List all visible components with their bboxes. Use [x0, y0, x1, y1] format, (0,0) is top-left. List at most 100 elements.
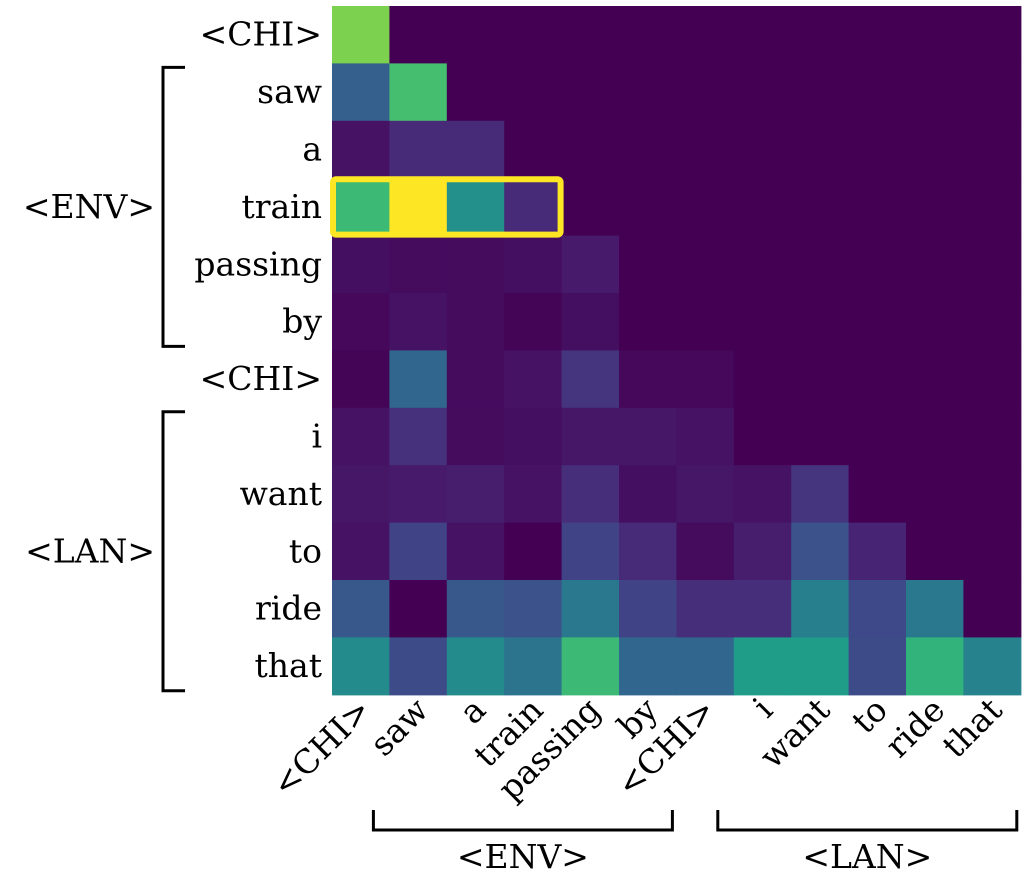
heatmap-cell [733, 580, 792, 638]
heatmap-cell [389, 580, 448, 638]
heatmap-cell [504, 522, 563, 581]
heatmap-cell [676, 178, 735, 237]
heatmap-cell [561, 580, 620, 638]
heatmap-cell [676, 63, 735, 122]
heatmap-cell [619, 350, 677, 409]
heatmap-cell [504, 178, 563, 237]
heatmap-cell [963, 580, 1022, 638]
heatmap-cell [446, 293, 505, 351]
heatmap-cell [676, 522, 735, 581]
row-label: saw [257, 72, 322, 111]
heatmap-cell [676, 293, 735, 351]
heatmap-cell [848, 293, 907, 351]
heatmap-cell [446, 637, 505, 696]
heatmap-cell [906, 407, 964, 466]
heatmap-cell [619, 120, 677, 179]
heatmap-cell [446, 522, 505, 581]
heatmap-cell [963, 465, 1022, 524]
heatmap-cell [791, 293, 850, 351]
heatmap-cell [561, 63, 620, 122]
row-label: <CHI> [200, 15, 322, 54]
row-label: want [240, 474, 322, 513]
col-group-bracket [716, 810, 1019, 832]
row-labels: <CHI> saw a train passing by <CHI> i want to ride t… [194, 15, 322, 685]
heatmap-cell [848, 178, 907, 237]
row-group-bracket [161, 410, 185, 693]
heatmap-cell [561, 178, 620, 237]
col-label: that [934, 690, 1009, 765]
row-label: <CHI> [200, 359, 322, 398]
heatmap-cell [963, 6, 1022, 64]
heatmap-cell [906, 350, 964, 409]
heatmap-cell [446, 580, 505, 638]
heatmap-cell [733, 178, 792, 237]
row-label: train [241, 187, 322, 226]
heatmap-cell [504, 580, 563, 638]
heatmap-cell [619, 465, 677, 524]
heatmap-cell [791, 178, 850, 237]
heatmap-cell [906, 465, 964, 524]
heatmap-cell [733, 350, 792, 409]
heatmap-cell [733, 522, 792, 581]
heatmap-cell [848, 63, 907, 122]
heatmap-cell [446, 407, 505, 466]
heatmap-cell [619, 293, 677, 351]
heatmap-cell [906, 522, 964, 581]
highlight-box [330, 176, 564, 238]
heatmap-cell [332, 235, 390, 294]
heatmap-cell [446, 6, 505, 64]
row-label: passing [194, 244, 322, 283]
heatmap-cell [446, 235, 505, 294]
heatmap-cell [676, 350, 735, 409]
heatmap-cell [963, 407, 1022, 466]
heatmap-cell [906, 178, 964, 237]
heatmap-cell [791, 63, 850, 122]
heatmap-cell [619, 6, 677, 64]
col-group-label: <ENV> [457, 837, 589, 876]
heatmap-cell [733, 63, 792, 122]
heatmap-cell [791, 6, 850, 64]
heatmap-cell [389, 6, 448, 64]
col-group-label: <LAN> [802, 837, 932, 876]
heatmap-cell [332, 580, 390, 638]
heatmap-cell [504, 120, 563, 179]
heatmap-cell [733, 293, 792, 351]
row-label: a [302, 130, 322, 169]
heatmap-cell [561, 235, 620, 294]
heatmap-cell [963, 293, 1022, 351]
row-label: ride [255, 589, 322, 628]
heatmap-cell [676, 407, 735, 466]
row-group-bracket [161, 65, 185, 348]
heatmap-cell [504, 6, 563, 64]
heatmap-cell [906, 235, 964, 294]
heatmap-cell [504, 350, 563, 409]
heatmap-cell [619, 580, 677, 638]
heatmap-cell [561, 6, 620, 64]
row-label: by [282, 302, 322, 341]
col-label: saw [362, 690, 435, 763]
heatmap-cell [676, 6, 735, 64]
heatmap-cell [848, 465, 907, 524]
heatmap-cell [389, 293, 448, 351]
heatmap-cell [848, 522, 907, 581]
heatmap-cell [733, 407, 792, 466]
heatmap-cell [389, 178, 448, 237]
heatmap-cell [963, 637, 1022, 696]
heatmap-cell [906, 637, 964, 696]
heatmap-cell [504, 293, 563, 351]
heatmap-cell [963, 178, 1022, 237]
heatmap-cell [619, 178, 677, 237]
heatmap-cell [332, 63, 390, 122]
heatmap-cell [676, 235, 735, 294]
heatmap-cell [446, 63, 505, 122]
heatmap-cell [733, 637, 792, 696]
heatmap-cell [963, 120, 1022, 179]
heatmap-cell [733, 120, 792, 179]
heatmap-cell [906, 293, 964, 351]
heatmap-cell [332, 522, 390, 581]
heatmap-cell [733, 235, 792, 294]
heatmap-cell [791, 407, 850, 466]
group-brackets: <ENV> <LAN> <ENV> <LAN> [23, 65, 1019, 876]
row-label: i [311, 417, 322, 456]
